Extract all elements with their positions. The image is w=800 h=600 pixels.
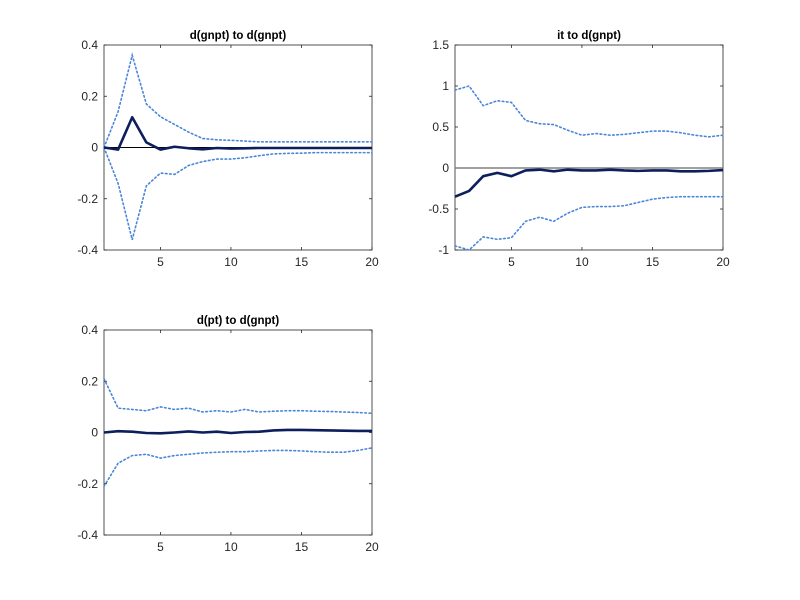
x-tick-label: 10 (224, 540, 238, 554)
y-tick-label: 0 (91, 141, 98, 155)
lower-band-line (454, 195, 724, 251)
axes-box (454, 44, 724, 251)
y-tick-label: 1 (442, 79, 449, 93)
x-tick-label: 15 (295, 540, 309, 554)
y-tick-label: 0.4 (81, 323, 98, 337)
x-tick-label: 5 (157, 540, 164, 554)
chart-title: d(gnpt) to d(gnpt) (190, 30, 287, 42)
lower-band-line (103, 447, 373, 488)
x-tick-label: 15 (295, 255, 309, 269)
y-tick-label: 0 (91, 426, 98, 440)
y-tick-label: -0.5 (428, 202, 449, 216)
y-tick-label: -0.2 (77, 477, 98, 491)
response-line (454, 168, 724, 198)
y-tick-label: 0.2 (81, 374, 98, 388)
response-line (103, 428, 372, 435)
y-tick-label: 1.5 (432, 38, 449, 52)
response-line (103, 115, 372, 151)
x-tick-label: 20 (716, 255, 730, 269)
chart-title: it to d(gnpt) (557, 30, 621, 42)
y-tick-label: 0.4 (81, 38, 98, 52)
x-tick-label: 15 (646, 255, 660, 269)
chart-panel-3: d(pt) to d(gnpt) 5 10 15 20 -0.4 -0.2 0 0.2 0.4 (77, 315, 379, 554)
y-tick-label: -1 (438, 243, 449, 257)
chart-panel-1: d(gnpt) to d(gnpt) 5 10 15 20 -0.4 -0.2 0 0.2 0.4 (77, 30, 379, 269)
y-tick-label: 0.2 (81, 89, 98, 103)
y-tick-label: 0 (442, 161, 449, 175)
upper-band-line (103, 52, 373, 149)
lower-band-line (103, 146, 373, 240)
x-tick-label: 5 (157, 255, 164, 269)
x-tick-label: 5 (508, 255, 515, 269)
y-tick-label: -0.2 (77, 192, 98, 206)
y-tick-label: 0.5 (432, 120, 449, 134)
x-tick-label: 20 (365, 540, 379, 554)
x-tick-label: 10 (224, 255, 238, 269)
chart-panel-2: it to d(gnpt) 5 10 15 20 -1 -0.5 0 0.5 1 1.5 (428, 30, 730, 269)
y-tick-label: -0.4 (77, 243, 98, 257)
x-tick-label: 10 (575, 255, 589, 269)
x-tick-label: 20 (365, 255, 379, 269)
chart-title: d(pt) to d(gnpt) (197, 315, 280, 327)
upper-band-line (103, 377, 373, 415)
y-tick-label: -0.4 (77, 528, 98, 542)
upper-band-line (454, 85, 724, 138)
panels: d(gnpt) to d(gnpt)5 10 15 20-0.4-0.200.20.4… (77, 30, 730, 554)
